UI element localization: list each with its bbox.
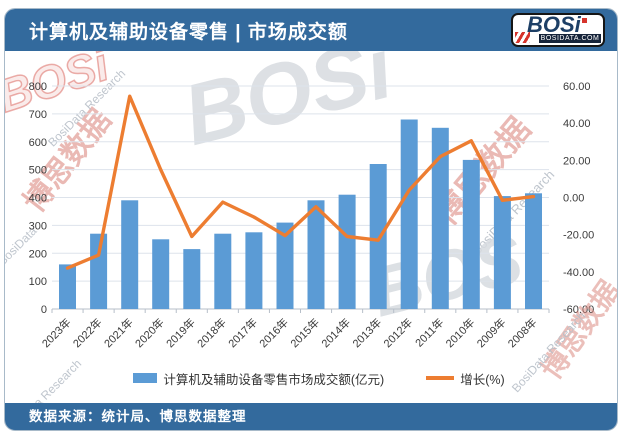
chart-legend: 计算机及辅助设备零售市场成交额(亿元) 增长(%) [5, 369, 617, 388]
chart-area: BOSi 博思数据 BosiData Research BOSi 博思数据 Bo… [5, 9, 617, 430]
bosi-logo: BOSi BOSIDATA.COM [511, 12, 605, 47]
logo-domain-text: BOSIDATA.COM [539, 34, 601, 43]
x-axis-label: 2018年 [194, 315, 229, 350]
x-axis-label: 2022年 [70, 315, 105, 350]
bar-2015年 [307, 200, 325, 309]
left-axis-tick-label: 500 [29, 165, 47, 177]
right-axis-tick-label: 20.00 [563, 155, 591, 167]
logo-brand-text: BOSi [527, 12, 581, 37]
x-axis-label: 2017年 [225, 315, 260, 350]
growth-line [65, 94, 536, 270]
data-source-text: 数据来源：统计局、博思数据整理 [29, 409, 247, 424]
x-axis-label: 2023年 [39, 315, 74, 350]
bar-2022年 [90, 233, 108, 309]
left-axis-tick-label: 700 [29, 109, 47, 121]
x-axis-label: 2014年 [318, 315, 353, 350]
x-axis-label: 2020年 [132, 315, 167, 350]
market-volume-chart: 0 100 200 300 400 500 600 700 800 -60.00 -40.00 -20… [29, 81, 595, 350]
bar-2016年 [276, 222, 294, 309]
left-axis-tick-label: 300 [29, 220, 47, 232]
left-axis-tick-label: 100 [29, 276, 47, 288]
bar-2011年 [431, 127, 449, 309]
x-axis-label: 2015年 [287, 315, 322, 350]
bar-2019年 [183, 249, 201, 309]
legend-item-line: 增长(%) [426, 369, 505, 388]
x-axis-label: 2008年 [505, 315, 540, 350]
bar-2021年 [121, 200, 139, 309]
bar-2017年 [245, 232, 263, 309]
bar-2009年 [493, 196, 511, 309]
right-axis-tick-label: -40.00 [563, 267, 594, 279]
right-axis-tick-label: 0.00 [563, 193, 584, 205]
x-axis-label: 2009年 [474, 315, 509, 350]
x-axis-label: 2016年 [256, 315, 291, 350]
bar-2018年 [214, 233, 232, 309]
chart-card: BOSi 博思数据 BosiData Research BOSi 博思数据 Bo… [4, 8, 618, 431]
x-axis-label: 2019年 [163, 315, 198, 350]
bar-2008年 [525, 193, 542, 309]
legend-line-swatch-icon [426, 376, 455, 380]
header-bar: 计算机及辅助设备零售 | 市场成交额 BOSi BOSIDATA.COM [5, 9, 617, 51]
logo-red-dot-icon [582, 18, 587, 23]
x-axis-label: 2011年 [412, 315, 446, 349]
legend-bar-swatch-icon [133, 373, 158, 383]
x-axis-label: 2012年 [380, 315, 415, 350]
legend-line-label: 增长(%) [460, 372, 505, 387]
x-axis-label: 2010年 [442, 315, 477, 350]
right-axis-tick-label: 60.00 [563, 81, 591, 93]
footer-bar: 数据来源：统计局、博思数据整理 [5, 403, 617, 430]
legend-bar-label: 计算机及辅助设备零售市场成交额(亿元) [163, 372, 385, 387]
bar-2013年 [369, 164, 387, 309]
x-axis-label: 2021年 [101, 315, 136, 350]
left-axis-tick-label: 200 [29, 248, 47, 260]
right-axis-tick-label: 40.00 [563, 118, 591, 130]
left-axis-tick-label: 0 [41, 304, 47, 316]
left-axis-tick-label: 400 [29, 193, 47, 205]
left-axis-tick-label: 800 [29, 81, 47, 93]
bar-2023年 [59, 264, 76, 309]
legend-item-bar: 计算机及辅助设备零售市场成交额(亿元) [133, 369, 384, 388]
right-axis-tick-label: -60.00 [563, 304, 594, 316]
left-axis-tick-label: 600 [29, 137, 47, 149]
bar-2010年 [462, 159, 480, 309]
bar-2012年 [400, 119, 418, 309]
bar-2014年 [338, 194, 356, 309]
logo-red-stripes-icon [515, 32, 530, 43]
page-title: 计算机及辅助设备零售 | 市场成交额 [29, 21, 348, 43]
x-axis-label: 2013年 [349, 315, 384, 350]
bar-2020年 [152, 239, 170, 309]
right-axis-tick-label: -20.00 [563, 230, 594, 242]
